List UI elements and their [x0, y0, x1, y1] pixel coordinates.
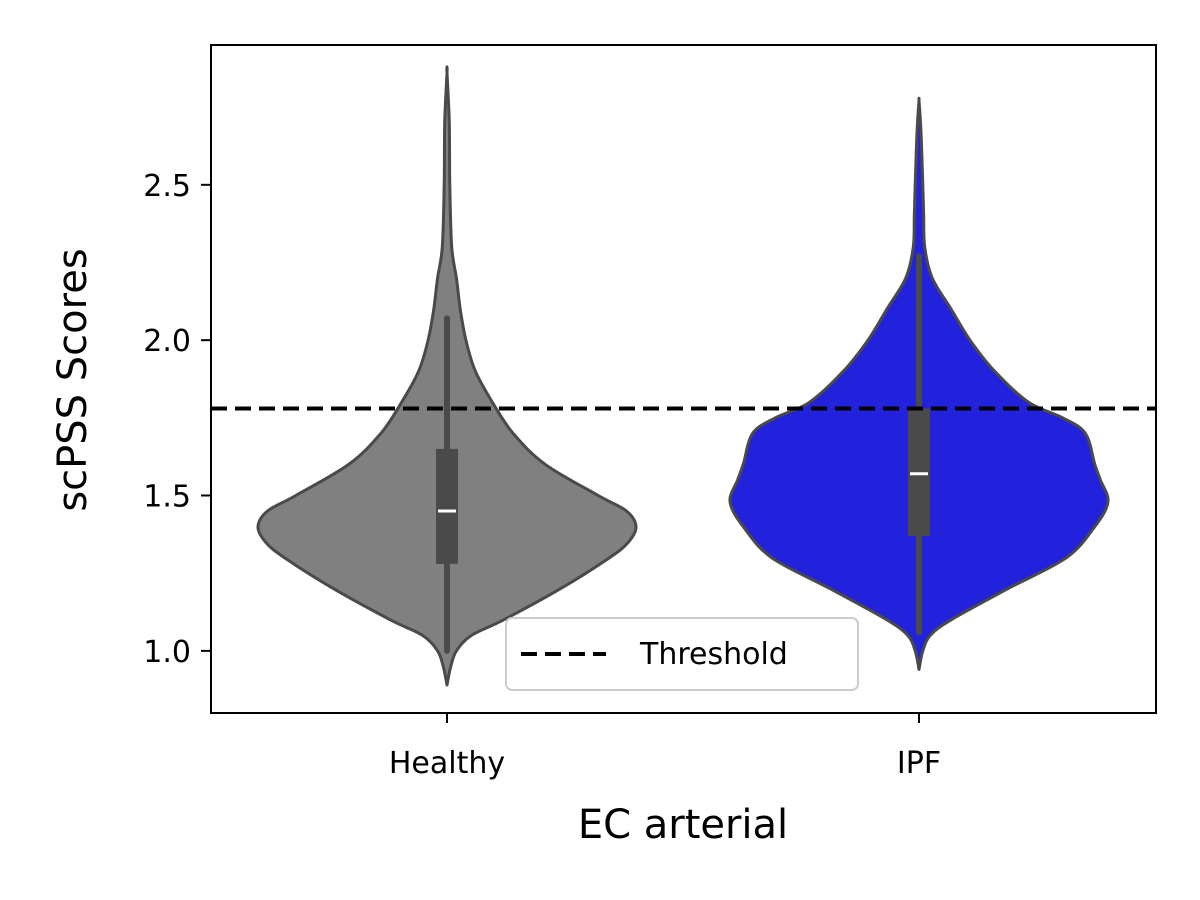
- y-tick-label: 1.0: [143, 635, 191, 670]
- x-axis: Healthy IPF: [389, 713, 941, 781]
- x-tick-label: IPF: [897, 746, 941, 781]
- violins-layer: [256, 65, 1110, 687]
- x-tick-label: Healthy: [389, 746, 505, 781]
- plot-frame: [210, 44, 1157, 714]
- y-tick-label: 2.0: [143, 324, 191, 359]
- legend: Threshold: [505, 617, 859, 691]
- y-axis: 1.0 1.5 2.0 2.5: [143, 169, 211, 670]
- y-tick-label: 1.5: [143, 480, 191, 515]
- x-axis-label: EC arterial: [578, 802, 788, 848]
- boxplots-layer: [436, 253, 930, 654]
- iqr-box-ipf: [908, 408, 930, 536]
- y-tick-label: 2.5: [143, 169, 191, 204]
- legend-threshold-label: Threshold: [639, 637, 788, 672]
- y-axis-label: scPSS Scores: [50, 248, 96, 511]
- legend-box: [505, 617, 859, 691]
- iqr-box-healthy: [436, 448, 458, 564]
